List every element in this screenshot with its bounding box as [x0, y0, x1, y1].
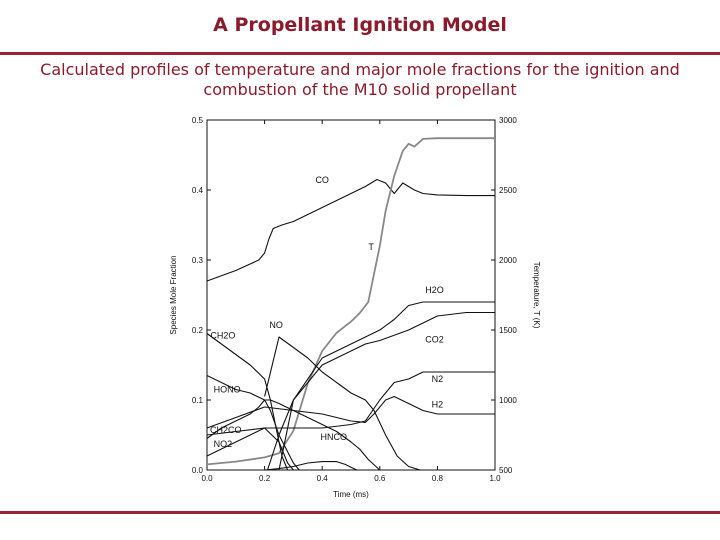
plot-frame — [206, 119, 496, 471]
x-tick-label: 0.6 — [374, 474, 386, 483]
series-label-h2o: H2O — [425, 285, 444, 295]
x-tick-label: 1.0 — [489, 474, 501, 483]
series-line-co2 — [266, 311, 495, 471]
series-line-hono — [206, 375, 381, 471]
series-line-h2 — [206, 395, 495, 429]
slide-subtitle: Calculated profiles of temperature and m… — [40, 60, 680, 99]
series-line-no — [264, 336, 421, 471]
title-divider — [0, 52, 720, 55]
y-axis-title: Species Mole Fraction — [169, 255, 178, 334]
series-line-hnco — [264, 461, 358, 471]
x-tick-label: 0.0 — [201, 474, 213, 483]
series-line-h2o — [278, 301, 495, 471]
series-line-co — [206, 178, 495, 282]
series-line-n2 — [206, 371, 495, 436]
series-label-co2: CO2 — [425, 335, 444, 345]
y2-tick-label: 2000 — [499, 256, 517, 265]
slide-title: A Propellant Ignition Model — [213, 14, 507, 36]
y2-tick-label: 1500 — [499, 326, 517, 335]
series-label-hono: HONO — [214, 384, 241, 394]
x-axis-title: Time (ms) — [333, 490, 369, 499]
y-tick-label: 0.4 — [192, 186, 204, 195]
y2-tick-label: 500 — [499, 466, 513, 475]
series-label-hnco: HNCO — [320, 432, 347, 442]
series-labels: CO T H2O NO CH2O CO2 N2 HONO H2 CH2CO HNCO NO2 — [210, 175, 444, 449]
y-tick-label: 0.2 — [192, 326, 204, 335]
x-tick-label: 0.2 — [259, 474, 271, 483]
y2-tick-label: 3000 — [499, 116, 517, 125]
series-label-no: NO — [269, 320, 283, 330]
series-label-ch2o: CH2O — [210, 330, 235, 340]
x-tick-label: 0.4 — [317, 474, 329, 483]
x-tick-label: 0.8 — [432, 474, 444, 483]
series-line-ch2co — [206, 399, 300, 471]
y-tick-label: 0.3 — [192, 256, 204, 265]
series-label-t: T — [368, 242, 374, 252]
series-line-no2 — [206, 427, 294, 471]
footer-divider — [0, 511, 720, 514]
series-label-n2: N2 — [432, 374, 444, 384]
y-tick-label: 0.1 — [192, 396, 204, 405]
series-label-h2: H2 — [432, 400, 444, 410]
axis-ticks: 0.0 0.2 0.4 0.6 0.8 1.0 0.0 0.1 0.2 0.3 0.4 0.5 500 1… — [192, 116, 517, 483]
series-label-ch2co: CH2CO — [210, 425, 242, 435]
series-line-t — [206, 137, 495, 466]
series-label-no2: NO2 — [214, 439, 233, 449]
y2-tick-label: 1000 — [499, 396, 517, 405]
y2-tick-label: 2500 — [499, 186, 517, 195]
series-line-ch2o — [206, 333, 289, 471]
series-lines — [206, 137, 495, 471]
y-tick-label: 0.5 — [192, 116, 204, 125]
series-label-co: CO — [315, 175, 329, 185]
y2-axis-title: Temperature, T (K) — [532, 262, 541, 329]
y-tick-label: 0.0 — [192, 466, 204, 475]
